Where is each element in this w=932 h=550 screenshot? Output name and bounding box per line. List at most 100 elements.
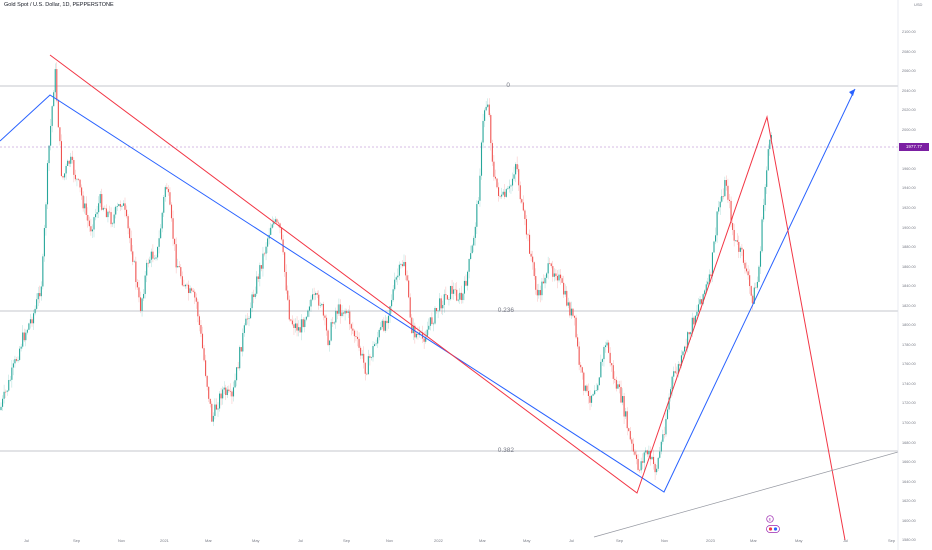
price-tick: 1760.00 <box>902 362 916 367</box>
candle-body <box>130 238 132 252</box>
candle-body <box>769 139 771 150</box>
news-icon[interactable] <box>766 525 780 534</box>
candle-body <box>361 353 363 356</box>
candle-body <box>188 284 190 294</box>
candle-body <box>65 165 67 174</box>
time-tick: 2021 <box>160 538 169 543</box>
candle-body <box>730 200 732 224</box>
candle-body <box>57 100 59 128</box>
candle-body <box>225 387 227 396</box>
candle-body <box>31 319 33 324</box>
candle-body <box>498 187 500 196</box>
candle-body <box>101 194 103 210</box>
candle-body <box>445 294 447 296</box>
candle-body <box>581 367 583 373</box>
candle-body <box>507 188 509 190</box>
candle-body <box>383 320 385 331</box>
candle-body <box>33 313 35 324</box>
candle-body <box>285 271 287 291</box>
candle-body <box>482 120 484 143</box>
price-tick: 1900.00 <box>902 225 916 230</box>
candle-body <box>231 391 233 397</box>
fibonacci-retracement[interactable] <box>0 85 898 452</box>
candle-body <box>547 263 549 274</box>
candle-body <box>529 234 531 254</box>
candle-body <box>206 375 208 387</box>
candle-body <box>302 319 304 328</box>
candle-body <box>338 304 340 314</box>
candle-body <box>406 275 408 281</box>
candle-body <box>209 398 211 404</box>
candle-body <box>67 160 69 166</box>
candle-body <box>102 207 104 210</box>
candle-body <box>628 428 630 432</box>
candle-body <box>5 391 7 393</box>
candle-body <box>360 347 362 356</box>
candle-body <box>126 209 128 217</box>
candle-body <box>623 396 625 417</box>
candle-body <box>15 359 18 361</box>
candle-body <box>600 361 602 378</box>
candle-body <box>234 380 236 388</box>
candle-body <box>73 160 75 175</box>
candle-body <box>511 178 514 186</box>
candle-body <box>414 325 416 338</box>
price-tick: 1920.00 <box>902 205 916 210</box>
candle-body <box>767 149 769 171</box>
candle-body <box>369 356 371 358</box>
candle-body <box>127 216 129 229</box>
candle-body <box>753 287 755 304</box>
time-tick: Jul <box>843 538 849 543</box>
candle-body <box>343 312 345 314</box>
gray-support-line[interactable] <box>593 451 899 538</box>
svg-text:E: E <box>769 517 772 522</box>
candle-body <box>327 330 329 346</box>
candle-body <box>74 174 76 180</box>
candle-body <box>203 348 205 361</box>
candle-body <box>294 323 297 328</box>
candle-body <box>439 298 441 311</box>
candle-body <box>329 340 331 346</box>
candle-body <box>645 450 647 453</box>
candle-body <box>248 318 250 320</box>
time-tick: Sep <box>73 538 81 543</box>
candle-body <box>195 297 197 302</box>
candle-body <box>642 461 644 463</box>
blue-trendline-a[interactable] <box>0 88 856 493</box>
candle-body <box>364 362 366 374</box>
candle-body <box>491 143 493 162</box>
candle-body <box>516 164 518 170</box>
price-tick: 1840.00 <box>902 284 916 289</box>
candle-body <box>274 219 276 222</box>
candle-body <box>749 275 751 287</box>
candle-body <box>470 253 472 259</box>
price-tick: 1800.00 <box>902 323 916 328</box>
candle-body <box>428 325 430 330</box>
candle-body <box>453 289 455 294</box>
candle-body <box>349 311 351 325</box>
candle-body <box>615 380 617 389</box>
red-trendline-a[interactable] <box>49 54 846 541</box>
candle-body <box>180 267 182 277</box>
candle-body <box>257 276 259 279</box>
price-tick: 1720.00 <box>902 401 916 406</box>
dividend-icon[interactable]: E <box>766 515 774 524</box>
candle-body <box>281 227 283 240</box>
candle-body <box>687 332 689 348</box>
candle-body <box>538 290 540 296</box>
candle-body <box>291 320 293 325</box>
candle-body <box>95 214 97 218</box>
candle-body <box>378 329 380 338</box>
candle-body <box>201 333 204 349</box>
candle-body <box>451 285 453 294</box>
candle-body <box>143 293 145 299</box>
candle-body <box>532 256 534 263</box>
candle-body <box>449 285 452 300</box>
candle-body <box>118 204 120 207</box>
candle-body <box>668 397 670 410</box>
candle-body <box>690 332 692 335</box>
drawings[interactable] <box>0 0 899 550</box>
candle-body <box>211 403 213 422</box>
candle-body <box>223 387 225 390</box>
